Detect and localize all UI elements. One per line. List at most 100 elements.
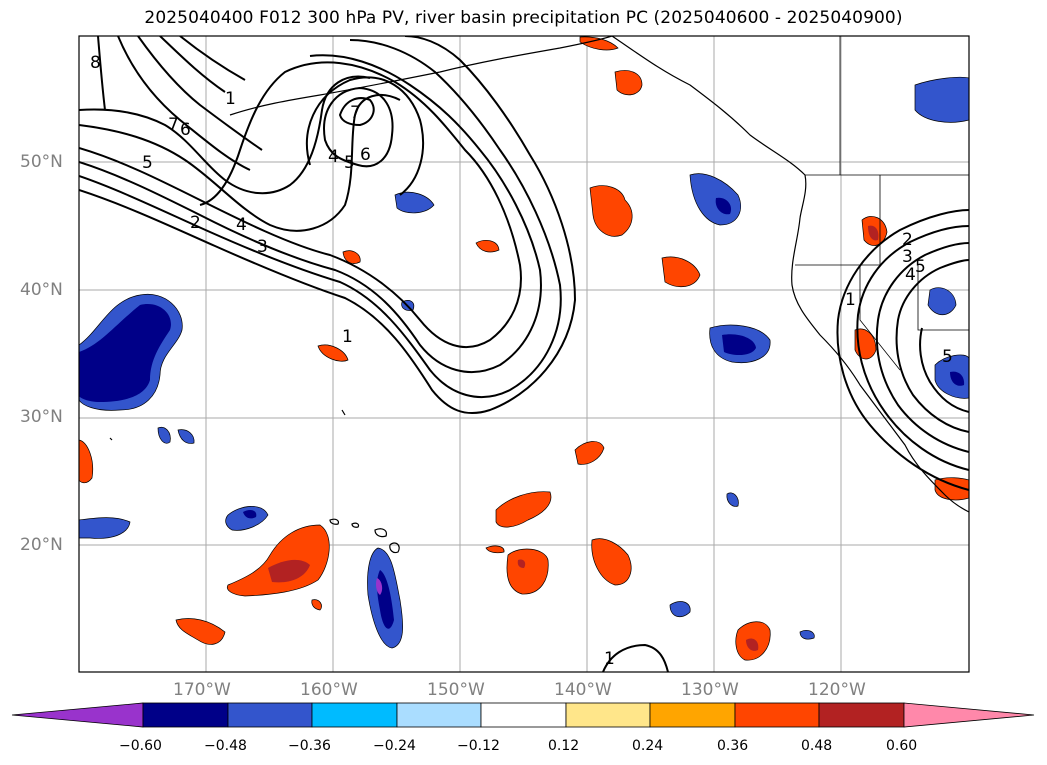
lat-label-50n: 50°N bbox=[20, 152, 63, 172]
contour-label: 1 bbox=[845, 290, 856, 310]
colorbar-tick: 0.48 bbox=[801, 738, 833, 754]
pv-contour bbox=[159, 36, 226, 93]
colorbar-bin bbox=[311, 702, 398, 728]
pv-contour bbox=[875, 242, 969, 453]
contour-label: 3 bbox=[257, 237, 268, 257]
contour-label: 1 bbox=[225, 89, 236, 109]
colorbar-tick: 0.12 bbox=[548, 738, 580, 754]
coastlines bbox=[109, 36, 969, 554]
precip-blob bbox=[157, 426, 171, 444]
small-islands bbox=[109, 409, 346, 441]
colorbar-tick: −0.48 bbox=[204, 738, 247, 754]
lon-label-150w: 150°W bbox=[427, 680, 485, 700]
precip-blob bbox=[226, 524, 330, 597]
colorbar-bin bbox=[480, 702, 567, 728]
pv-contour bbox=[79, 54, 542, 374]
precip-blob bbox=[342, 250, 361, 264]
lon-label-140w: 140°W bbox=[554, 680, 612, 700]
precip-blob bbox=[79, 439, 94, 484]
state-border bbox=[859, 265, 901, 371]
contour-label: 5 bbox=[344, 153, 355, 173]
precip-blob bbox=[475, 240, 500, 253]
precip-blob bbox=[914, 76, 969, 123]
contour-label: 4 bbox=[328, 147, 339, 167]
contour-label: 7 bbox=[168, 115, 179, 135]
map-frame bbox=[78, 35, 970, 673]
precip-blob bbox=[79, 304, 171, 402]
state-border bbox=[917, 265, 969, 331]
colorbar-tick: −0.12 bbox=[457, 738, 500, 754]
colorbar-tick: −0.60 bbox=[119, 738, 162, 754]
precip-blob bbox=[726, 492, 739, 507]
colorbar-bin bbox=[142, 702, 229, 728]
precip-blob bbox=[175, 618, 226, 645]
precip-blob bbox=[722, 334, 756, 356]
precip-blob bbox=[579, 36, 619, 51]
contour-label: 3 bbox=[902, 247, 913, 267]
contour-label: 2 bbox=[190, 213, 201, 233]
colorbar-tick: 0.24 bbox=[632, 738, 664, 754]
colorbar-tick: 0.36 bbox=[717, 738, 749, 754]
contour-label: 2 bbox=[902, 230, 913, 250]
colorbar-tick: 0.60 bbox=[886, 738, 918, 754]
precip-blob bbox=[376, 578, 383, 595]
precip-blob bbox=[225, 506, 269, 531]
pv-contour bbox=[179, 36, 246, 81]
colorbar-tick: −0.36 bbox=[288, 738, 331, 754]
pv-contour bbox=[79, 94, 401, 232]
colorbar-bin bbox=[818, 702, 905, 728]
contour-label: 7 bbox=[350, 103, 361, 123]
precip-blob bbox=[591, 538, 632, 586]
pv-contour bbox=[602, 643, 669, 672]
pv-contour bbox=[305, 76, 424, 196]
colorbar-extend-high bbox=[903, 702, 1035, 728]
lat-label-40n: 40°N bbox=[20, 280, 63, 300]
colorbar-tick: −0.24 bbox=[373, 738, 416, 754]
pv-contour-labels: 8 1 7 6 5 7 4 5 6 2 4 3 1 2 3 4 5 1 5 1 bbox=[90, 53, 953, 669]
lon-label-130w: 130°W bbox=[681, 680, 739, 700]
lon-label-120w: 120°W bbox=[808, 680, 866, 700]
contour-label: 6 bbox=[360, 145, 371, 165]
contour-label: 4 bbox=[905, 265, 916, 285]
contour-label: 1 bbox=[342, 327, 353, 347]
precip-blob bbox=[614, 70, 643, 96]
pv-contour bbox=[856, 225, 969, 471]
gridlines bbox=[79, 36, 969, 672]
precip-blob bbox=[394, 191, 435, 214]
coastline-alaska bbox=[229, 36, 613, 116]
precip-blob bbox=[746, 638, 759, 651]
precip-blob bbox=[485, 545, 505, 554]
contour-label: 6 bbox=[180, 120, 191, 140]
colorbar-bin bbox=[565, 702, 651, 728]
pv-contour bbox=[117, 36, 251, 171]
contour-label: 8 bbox=[90, 53, 101, 73]
pv-contour bbox=[79, 36, 577, 415]
pv-contour bbox=[338, 97, 375, 127]
pv-contour bbox=[919, 327, 969, 413]
pv-contour bbox=[895, 259, 969, 433]
colorbar bbox=[11, 702, 1035, 728]
pv-contour bbox=[79, 75, 371, 195]
precip-blob bbox=[311, 599, 322, 611]
precip-blob bbox=[495, 491, 552, 528]
precip-blob bbox=[868, 225, 879, 241]
map-title: 2025040400 F012 300 hPa PV, river basin … bbox=[144, 8, 903, 28]
colorbar-bin bbox=[227, 702, 313, 728]
pv-contour bbox=[137, 36, 263, 151]
colorbar-bin bbox=[734, 702, 820, 728]
precip-blob bbox=[506, 548, 549, 595]
contour-label: 5 bbox=[142, 153, 153, 173]
precip-negative-areas bbox=[79, 76, 969, 649]
contour-label: 5 bbox=[942, 347, 953, 367]
precip-blob bbox=[950, 371, 965, 386]
pv-contours-east bbox=[602, 209, 969, 672]
pv-contour bbox=[836, 209, 969, 491]
pv-contours bbox=[79, 36, 577, 415]
precip-blob bbox=[574, 441, 605, 465]
precip-blob bbox=[268, 559, 310, 583]
lon-label-170w: 170°W bbox=[173, 680, 231, 700]
pv-contour bbox=[97, 36, 106, 111]
coastline-alaska-panhandle bbox=[611, 36, 807, 219]
lat-label-30n: 30°N bbox=[20, 407, 63, 427]
precip-blob bbox=[317, 344, 349, 362]
